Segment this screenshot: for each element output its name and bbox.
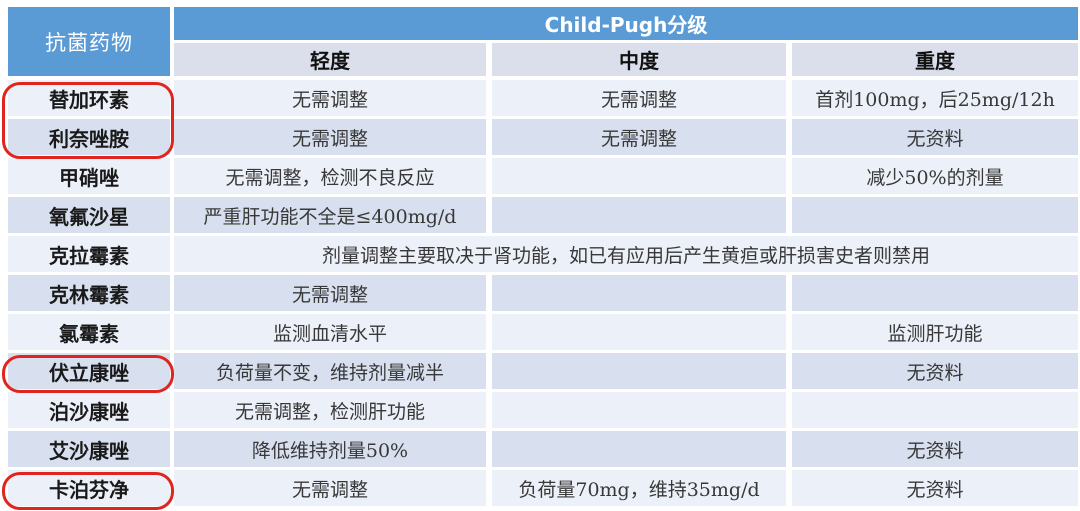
column-header-moderate: 中度 (492, 43, 786, 76)
cell-mild: 监测血清水平 (174, 314, 486, 350)
drug-column-header: 抗菌药物 (8, 7, 170, 76)
drug-name-cell: 卡泊芬净 (8, 470, 170, 506)
cell-moderate (492, 353, 786, 389)
cell-mild: 降低维持剂量50% (174, 431, 486, 467)
column-header-mild: 轻度 (174, 43, 486, 76)
drug-name-cell: 克林霉素 (8, 275, 170, 311)
cell-severe (792, 275, 1078, 311)
cell-severe: 监测肝功能 (792, 314, 1078, 350)
cell-mild: 无需调整，检测肝功能 (174, 392, 486, 428)
drug-name-cell: 氯霉素 (8, 314, 170, 350)
cell-severe: 无资料 (792, 353, 1078, 389)
cell-severe: 无资料 (792, 119, 1078, 155)
cell-severe (792, 197, 1078, 233)
cell-severe (792, 392, 1078, 428)
cell-mild: 无需调整，检测不良反应 (174, 158, 486, 194)
drug-name-cell: 利奈唑胺 (8, 119, 170, 155)
cell-mild: 无需调整 (174, 119, 486, 155)
cell-moderate: 无需调整 (492, 119, 786, 155)
cell-moderate (492, 275, 786, 311)
drug-name-cell: 艾沙康唑 (8, 431, 170, 467)
drug-name-cell: 泊沙康唑 (8, 392, 170, 428)
cell-moderate (492, 158, 786, 194)
cell-mild: 严重肝功能不全是≤400mg/d (174, 197, 486, 233)
cell-mild: 无需调整 (174, 80, 486, 116)
cell-mild: 无需调整 (174, 275, 486, 311)
column-header-severe: 重度 (792, 43, 1078, 76)
cell-moderate (492, 392, 786, 428)
cell-mild: 负荷量不变，维持剂量减半 (174, 353, 486, 389)
cell-mild: 无需调整 (174, 470, 486, 506)
cell-severe: 无资料 (792, 470, 1078, 506)
drug-name-cell: 氧氟沙星 (8, 197, 170, 233)
cell-moderate (492, 197, 786, 233)
cell-moderate: 负荷量70mg，维持35mg/d (492, 470, 786, 506)
cell-severe: 减少50%的剂量 (792, 158, 1078, 194)
cell-moderate (492, 314, 786, 350)
child-pugh-group-header: Child-Pugh分级 (174, 7, 1078, 40)
drug-name-cell: 甲硝唑 (8, 158, 170, 194)
cell-severe: 无资料 (792, 431, 1078, 467)
cell-span-all-grades: 剂量调整主要取决于肾功能，如已有应用后产生黄疸或肝损害史者则禁用 (174, 236, 1078, 272)
drug-name-cell: 克拉霉素 (8, 236, 170, 272)
cell-moderate (492, 431, 786, 467)
drug-name-cell: 替加环素 (8, 80, 170, 116)
cell-severe: 首剂100mg，后25mg/12h (792, 80, 1078, 116)
cell-moderate: 无需调整 (492, 80, 786, 116)
drug-name-cell: 伏立康唑 (8, 353, 170, 389)
